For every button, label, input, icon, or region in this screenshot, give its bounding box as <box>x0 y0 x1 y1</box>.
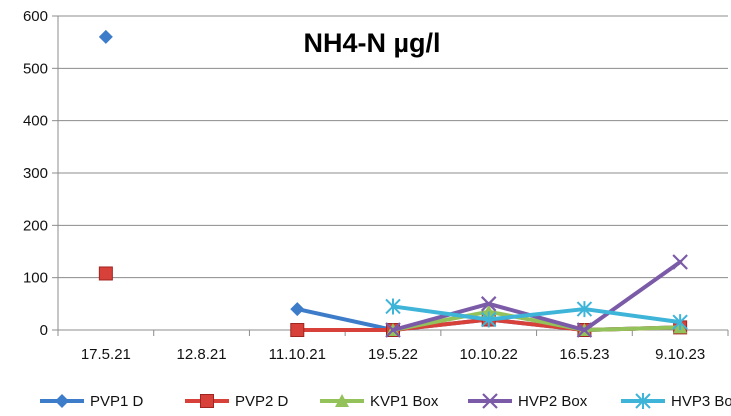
y-tick-label: 100 <box>23 270 48 287</box>
y-axis: 0 100 200 300 400 500 600 <box>23 8 59 339</box>
legend-marker <box>200 394 214 408</box>
x-tick-label: 10.10.22 <box>460 346 518 363</box>
series-group <box>98 29 688 338</box>
series-line <box>391 304 683 325</box>
legend-item: PVP1 D <box>40 393 144 410</box>
x-tick-label: 16.5.23 <box>559 346 609 363</box>
x-tick-label: 12.8.21 <box>177 346 227 363</box>
y-tick-label: 400 <box>23 113 48 130</box>
legend: PVP1 D PVP2 D KVP1 Box HVP2 Box HVP3 Box <box>40 393 731 410</box>
data-point <box>481 311 497 328</box>
legend-label: HVP3 Box <box>671 393 731 410</box>
legend-label: PVP2 D <box>235 393 289 410</box>
data-point <box>98 29 113 44</box>
series-line <box>391 259 683 332</box>
x-tick-label: 11.10.21 <box>269 346 326 363</box>
x-tick-label: 17.5.21 <box>81 346 131 363</box>
data-point <box>290 302 305 317</box>
legend-item: HVP3 Box <box>621 393 731 410</box>
data-point <box>385 322 401 338</box>
legend-item: PVP2 D <box>185 393 289 410</box>
legend-label: HVP2 Box <box>518 393 588 410</box>
y-tick-label: 600 <box>23 8 48 25</box>
y-tick-label: 200 <box>23 217 48 234</box>
x-tick-label: 9.10.23 <box>655 346 705 363</box>
data-point <box>672 254 688 270</box>
x-tick-label: 19.5.22 <box>368 346 418 363</box>
legend-label: PVP1 D <box>90 393 144 410</box>
series-hvp2-box <box>385 254 688 338</box>
data-point <box>480 296 497 312</box>
data-point <box>672 314 688 331</box>
y-tick-label: 500 <box>23 60 48 77</box>
legend-marker <box>635 393 651 409</box>
chart-title: NH4-N µg/l <box>303 28 440 58</box>
data-point <box>481 304 496 318</box>
legend-marker <box>335 394 349 407</box>
y-tick-label: 0 <box>40 322 48 339</box>
legend-marker <box>482 393 498 409</box>
data-point <box>290 323 305 337</box>
data-point <box>576 322 593 338</box>
y-tick-label: 300 <box>23 165 48 182</box>
data-point <box>98 266 113 281</box>
series-hvp3-box <box>385 298 688 331</box>
grid <box>58 15 728 331</box>
legend-item: KVP1 Box <box>320 393 439 410</box>
legend-item: HVP2 Box <box>468 393 588 410</box>
series-pvp1-d <box>98 29 688 337</box>
data-point <box>385 298 401 315</box>
legend-marker <box>55 394 69 408</box>
series-line <box>391 309 683 332</box>
x-axis: 17.5.21 12.8.21 11.10.21 19.5.22 10.10.22 16.… <box>57 330 729 363</box>
legend-label: KVP1 Box <box>370 393 439 410</box>
data-point <box>576 301 593 318</box>
